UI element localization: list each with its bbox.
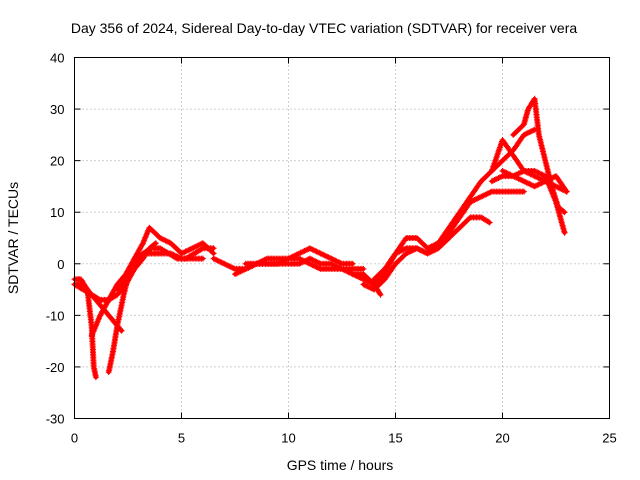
- x-axis-label: GPS time / hours: [287, 457, 394, 473]
- series-markers: [499, 168, 570, 195]
- series-14: [510, 95, 568, 216]
- series-15: [488, 168, 568, 236]
- x-tick-label: 5: [178, 431, 185, 446]
- series-16: [499, 168, 570, 195]
- x-tick-label: 10: [281, 431, 295, 446]
- series-markers: [114, 245, 217, 293]
- data-layer: [71, 95, 570, 381]
- series-markers: [88, 224, 217, 339]
- y-tick-label: -30: [46, 412, 65, 427]
- y-tick-label: 30: [50, 102, 64, 117]
- y-axis-label: SDTVAR / TECUs: [5, 182, 21, 294]
- series-markers: [371, 188, 527, 283]
- series-5: [105, 250, 206, 376]
- series-4: [88, 224, 217, 339]
- series-9: [242, 255, 367, 272]
- axis-ticks: 0 5 10 15 20 25 -30 -20 -10 0 10 20 30 40: [46, 51, 617, 446]
- series-12: [371, 188, 527, 283]
- series-6: [114, 245, 217, 293]
- y-tick-label: 0: [57, 257, 64, 272]
- y-tick-label: 10: [50, 205, 64, 220]
- x-tick-label: 25: [602, 431, 616, 446]
- y-tick-label: -10: [46, 308, 65, 323]
- x-tick-label: 20: [495, 431, 509, 446]
- series-markers: [510, 95, 568, 216]
- chart-title: Day 356 of 2024, Sidereal Day-to-day VTE…: [71, 20, 577, 36]
- x-tick-label: 0: [71, 431, 78, 446]
- series-markers: [242, 255, 367, 272]
- y-tick-label: -20: [46, 360, 65, 375]
- plot-frame: [74, 57, 610, 419]
- x-tick-label: 15: [388, 431, 402, 446]
- y-tick-label: 20: [50, 154, 64, 169]
- y-tick-label: 40: [50, 51, 64, 66]
- grid: [74, 57, 610, 419]
- series-markers: [105, 250, 206, 376]
